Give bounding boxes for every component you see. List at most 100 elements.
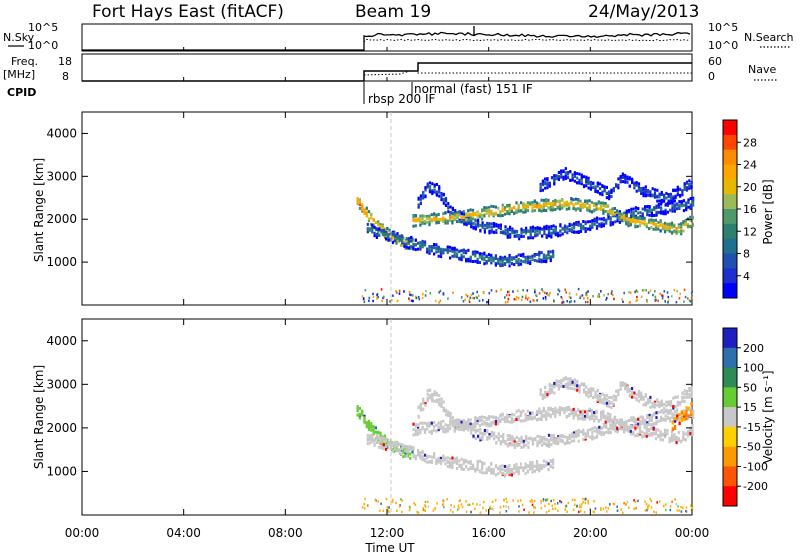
power-ylabel: Slant Range [km] [32,158,46,262]
svg-text:3000: 3000 [46,377,77,391]
power-y-tick: 3000 [46,169,692,183]
date-title: 24/May/2013 [588,2,700,22]
svg-text:-15: -15 [743,421,761,434]
velocity-colorbar-tick: -15 [737,421,761,434]
velocity-echo-band-6 [671,402,693,432]
power-colorbar-tick: 8 [737,248,750,261]
noise-left-label: N.Sky [3,31,35,44]
freq-label-line1: Freq. [11,55,38,68]
power-colorbar-swatch [723,134,737,151]
velocity-colorbar-frame [722,327,738,507]
svg-text:1000: 1000 [46,464,77,478]
noise-right-tick-bottom: 10^0 [708,39,738,52]
svg-text:200: 200 [743,342,764,355]
power-colorbar: 28 24 20 16 12 8 4 Power [dB] [722,119,775,299]
nave-tick-top: 60 [708,55,722,68]
nave-tick-bottom: 0 [708,70,715,83]
svg-text:100: 100 [743,362,764,375]
velocity-colorbar-swatch [723,446,737,467]
noise-panel: N.Sky 10^5 10^0 10^5 10^0 N.Search [3,21,794,52]
velocity-colorbar-swatch [723,347,737,369]
svg-text:-100: -100 [743,460,768,473]
velocity-data-layer [356,376,695,514]
svg-text:20:00: 20:00 [573,526,608,540]
noise-left-tick-bottom: 10^0 [28,39,58,52]
svg-text:00:00: 00:00 [65,526,100,540]
velocity-colorbar: 200 100 50 15 -15 -50 -100 -200 Velocity [m s⁻¹… [722,327,775,507]
svg-text:8: 8 [743,248,750,261]
svg-text:4000: 4000 [46,334,77,348]
freq-tick-top: 18 [58,55,72,68]
noise-left-tick-top: 10^5 [28,21,58,34]
svg-text:24: 24 [743,159,757,172]
power-colorbar-swatch [723,149,737,165]
velocity-colorbar-tick: -100 [737,460,768,473]
noise-panel-frame [81,23,693,52]
noise-right-label: N.Search [744,31,794,44]
velocity-colorbar-tick: -200 [737,480,768,493]
velocity-colorbar-tick: 100 [737,362,764,375]
velocity-echo-band-4 [412,405,694,445]
noise-sky-line [82,31,691,51]
power-colorbar-swatch [723,194,737,210]
x-axis: 00:00 04:00 08:00 12:00 16:00 20:00 00:00 [65,47,710,540]
power-colorbar-swatch [723,179,737,195]
power-panel: 1000 2000 3000 4000 Slant Range [km] [32,111,695,306]
velocity-colorbar-tick: 200 [737,342,764,355]
velocity-echo-band-5 [539,376,693,414]
svg-text:3000: 3000 [46,169,77,183]
power-colorbar-tick: 12 [737,225,757,238]
cpid-label: CPID [7,86,36,99]
power-y-tick: 4000 [46,126,692,140]
velocity-y-tick: 4000 [46,334,692,348]
svg-text:28: 28 [743,136,757,149]
power-colorbar-swatch [723,223,737,240]
x-tick: 00:00 [65,47,100,540]
freq-line [82,62,692,82]
velocity-colorbar-tick: 15 [737,401,757,414]
x-tick: 04:00 [166,47,201,540]
power-echo-band-2 [366,222,555,268]
velocity-y-tick: 2000 [46,421,692,435]
svg-text:50: 50 [743,381,757,394]
power-colorbar-swatch [723,253,737,269]
svg-text:4: 4 [743,270,750,283]
velocity-colorbar-swatch [723,407,737,428]
power-y-ticks: 1000 2000 3000 4000 [46,126,692,269]
svg-text:00:00: 00:00 [675,526,710,540]
power-colorbar-swatch [723,283,737,299]
x-tick: 08:00 [268,47,303,540]
cpid-mode-1: rbsp 200 IF [368,92,435,106]
power-colorbar-swatch [723,238,737,254]
svg-text:04:00: 04:00 [166,526,201,540]
power-y-tick: 1000 [46,255,692,269]
velocity-colorbar-swatch [723,486,737,507]
svg-text:16: 16 [743,203,757,216]
velocity-colorbar-swatch [723,328,737,349]
velocity-panel: 1000 2000 3000 4000 Slant Range [km] [32,318,695,516]
svg-text:-200: -200 [743,480,768,493]
velocity-y-tick: 1000 [46,464,692,478]
svg-text:1000: 1000 [46,255,77,269]
velocity-colorbar-swatch [723,466,737,487]
svg-text:15: 15 [743,401,757,414]
power-colorbar-swatch [723,268,737,284]
noise-search-line [363,38,691,43]
x-tick: 00:00 [675,47,710,540]
beam-title: Beam 19 [355,2,431,22]
nave-label: Nave [748,63,776,76]
power-y-tick: 2000 [46,212,692,226]
svg-text:4000: 4000 [46,126,77,140]
power-colorbar-tick: 24 [737,159,757,172]
velocity-colorbar-tick: -50 [737,441,761,454]
power-colorbar-swatch [723,120,737,136]
noise-right-tick-top: 10^5 [708,21,738,34]
cpid-row: CPID rbsp 200 IF normal (fast) 151 IF [7,82,533,106]
power-data-layer [356,167,695,304]
svg-text:2000: 2000 [46,421,77,435]
velocity-y-tick: 3000 [46,377,692,391]
station-title: Fort Hays East (fitACF) [92,2,284,22]
svg-text:16:00: 16:00 [471,526,506,540]
freq-label-line2: [MHz] [3,68,35,81]
